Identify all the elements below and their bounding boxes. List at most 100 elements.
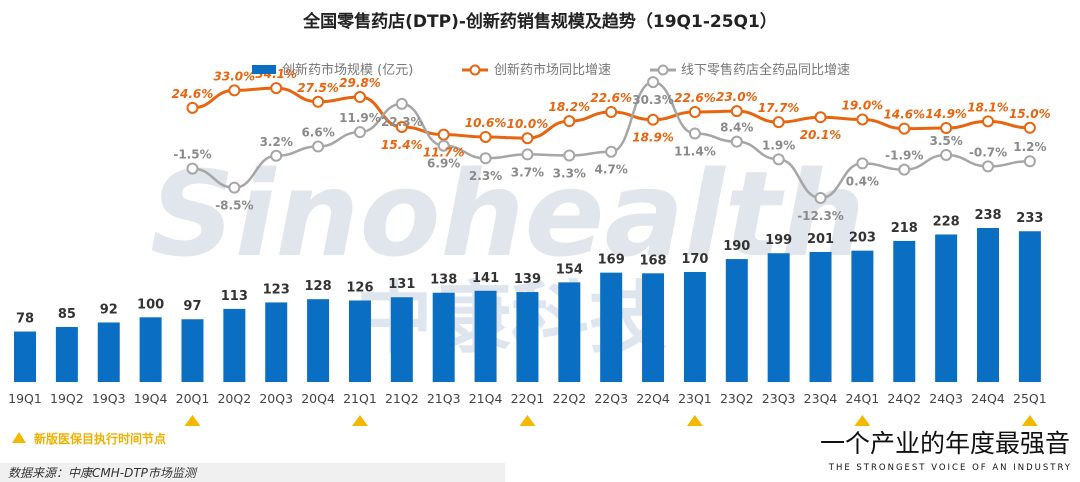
point-1-23Q1 bbox=[688, 105, 701, 118]
point-label-1-22Q3: 22.6% bbox=[590, 91, 632, 105]
source-bg bbox=[0, 463, 505, 482]
policy-marker-24Q1 bbox=[854, 415, 871, 426]
bar-label-20Q3: 123 bbox=[263, 282, 290, 297]
point-label-1-20Q4: 27.5% bbox=[297, 81, 339, 95]
x-tick-24Q3: 24Q3 bbox=[929, 391, 963, 406]
policy-marker-21Q1 bbox=[351, 415, 368, 426]
bar-22Q1 bbox=[516, 292, 539, 382]
bar-label-19Q1: 78 bbox=[16, 312, 34, 327]
bar-23Q2 bbox=[725, 259, 748, 382]
point-1-22Q2 bbox=[563, 115, 576, 128]
point-2-21Q2 bbox=[395, 97, 408, 110]
point-label-2-20Q2: -8.5% bbox=[215, 199, 253, 213]
bar-label-22Q2: 154 bbox=[556, 262, 583, 277]
point-1-24Q4 bbox=[982, 115, 995, 128]
point-label-1-23Q2: 23.0% bbox=[716, 90, 758, 104]
x-tick-25Q1: 25Q1 bbox=[1013, 391, 1047, 406]
legend: 创新药市场规模 (亿元) 创新药市场同比增速 线下零售药店全药品同比增速 bbox=[252, 62, 850, 78]
point-2-23Q4 bbox=[814, 191, 827, 204]
x-tick-23Q3: 23Q3 bbox=[762, 391, 796, 406]
marker-legend-icon bbox=[12, 432, 26, 443]
legend-bar-label: 创新药市场规模 (亿元) bbox=[282, 62, 413, 78]
slogan-en: THE STRONGEST VOICE OF AN INDUSTRY bbox=[828, 463, 1072, 473]
x-tick-19Q3: 19Q3 bbox=[92, 391, 126, 406]
bar-22Q3 bbox=[600, 272, 623, 382]
x-tick-21Q2: 21Q2 bbox=[385, 391, 419, 406]
bar-20Q4 bbox=[307, 299, 330, 382]
bar-label-22Q1: 139 bbox=[514, 272, 541, 287]
point-1-21Q3 bbox=[437, 128, 450, 141]
bar-label-21Q3: 138 bbox=[430, 273, 457, 288]
bar-24Q3 bbox=[935, 234, 958, 382]
point-label-1-21Q4: 10.6% bbox=[465, 116, 507, 130]
point-2-21Q1 bbox=[353, 126, 366, 139]
bar-label-20Q2: 113 bbox=[221, 289, 248, 304]
marker-legend-label: 新版医保目执行时间节点 bbox=[34, 431, 166, 446]
legend-orange-label: 创新药市场同比增速 bbox=[494, 62, 611, 78]
point-1-21Q1 bbox=[353, 91, 366, 104]
bar-22Q4 bbox=[642, 273, 665, 382]
point-label-1-24Q4: 18.1% bbox=[967, 100, 1009, 114]
x-tick-23Q4: 23Q4 bbox=[804, 391, 838, 406]
bar-label-21Q1: 126 bbox=[346, 280, 373, 295]
point-2-22Q1 bbox=[521, 148, 534, 161]
point-label-1-21Q3: 11.7% bbox=[423, 146, 465, 160]
point-2-23Q3 bbox=[772, 153, 785, 166]
x-tick-24Q2: 24Q2 bbox=[887, 391, 921, 406]
x-tick-22Q4: 22Q4 bbox=[636, 391, 670, 406]
bar-label-20Q1: 97 bbox=[183, 299, 201, 314]
point-label-1-24Q3: 14.9% bbox=[925, 107, 967, 121]
bar-label-23Q3: 199 bbox=[765, 233, 792, 248]
slogan-cn: 一个产业的年度最强音 bbox=[820, 429, 1070, 458]
bar-21Q1 bbox=[348, 300, 371, 382]
bar-label-23Q1: 170 bbox=[681, 252, 708, 267]
bar-label-19Q4: 100 bbox=[137, 297, 164, 312]
point-label-1-20Q2: 33.0% bbox=[214, 69, 256, 83]
x-tick-23Q1: 23Q1 bbox=[678, 391, 712, 406]
point-2-21Q3 bbox=[437, 139, 450, 152]
bar-20Q3 bbox=[265, 302, 288, 382]
bar-20Q1 bbox=[181, 319, 204, 382]
point-2-22Q2 bbox=[563, 149, 576, 162]
point-label-1-23Q3: 17.7% bbox=[758, 101, 800, 115]
point-1-24Q2 bbox=[898, 122, 911, 135]
point-2-22Q4 bbox=[647, 76, 660, 89]
point-1-22Q4 bbox=[647, 113, 660, 126]
point-2-23Q1 bbox=[688, 127, 701, 140]
bar-label-19Q2: 85 bbox=[58, 307, 76, 322]
point-label-1-23Q1: 22.6% bbox=[674, 91, 716, 105]
point-1-23Q4 bbox=[814, 111, 827, 124]
point-1-21Q4 bbox=[479, 130, 492, 143]
x-tick-19Q4: 19Q4 bbox=[134, 391, 168, 406]
bar-label-24Q3: 228 bbox=[933, 214, 960, 229]
point-1-20Q2 bbox=[228, 84, 241, 97]
point-2-21Q4 bbox=[479, 152, 492, 165]
bar-19Q4 bbox=[139, 317, 162, 382]
point-2-24Q3 bbox=[940, 148, 953, 161]
point-label-1-22Q1: 10.0% bbox=[507, 117, 549, 131]
bar-24Q4 bbox=[977, 228, 1000, 382]
point-label-2-25Q1: 1.2% bbox=[1013, 140, 1046, 154]
x-tick-20Q2: 20Q2 bbox=[217, 391, 251, 406]
bar-label-19Q3: 92 bbox=[100, 302, 118, 317]
bar-21Q3 bbox=[432, 292, 455, 382]
point-2-24Q4 bbox=[982, 160, 995, 173]
x-tick-22Q3: 22Q3 bbox=[594, 391, 628, 406]
point-1-24Q1 bbox=[856, 113, 869, 126]
legend-orange-swatch bbox=[469, 64, 481, 76]
x-tick-24Q4: 24Q4 bbox=[971, 391, 1005, 406]
bar-22Q2 bbox=[558, 282, 581, 382]
point-label-2-21Q1: 11.9% bbox=[339, 111, 381, 125]
point-1-23Q3 bbox=[772, 116, 785, 129]
point-2-23Q2 bbox=[730, 135, 743, 148]
point-label-1-24Q1: 19.0% bbox=[842, 98, 884, 112]
bar-label-23Q2: 190 bbox=[723, 239, 750, 254]
bar-24Q1 bbox=[851, 250, 874, 382]
policy-marker-22Q1 bbox=[519, 415, 536, 426]
bar-label-24Q2: 218 bbox=[891, 221, 918, 236]
point-label-1-23Q4: 20.1% bbox=[800, 128, 842, 142]
bar-24Q2 bbox=[893, 240, 916, 382]
point-1-21Q2 bbox=[395, 120, 408, 133]
point-1-22Q1 bbox=[521, 132, 534, 145]
point-2-20Q4 bbox=[312, 140, 325, 153]
